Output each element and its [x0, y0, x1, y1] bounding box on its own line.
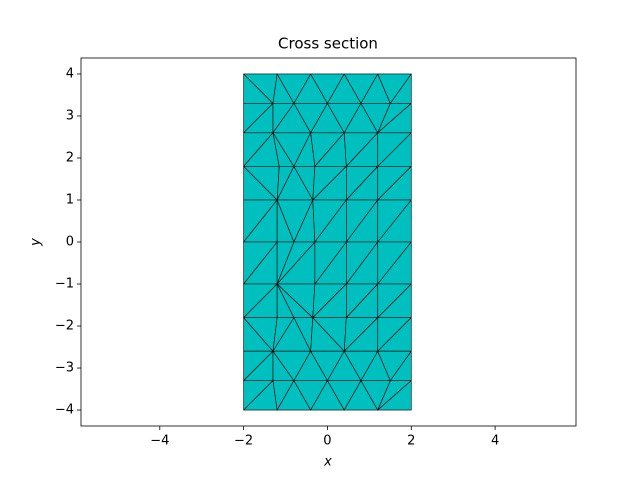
y-tick-label: −1	[55, 277, 74, 292]
y-tick-label: 0	[66, 235, 74, 250]
y-tick-label: 4	[66, 66, 74, 81]
x-axis-label: x	[323, 455, 332, 470]
x-tick-label: 0	[323, 434, 331, 449]
x-tick-label: 4	[491, 434, 499, 449]
y-tick-label: −3	[55, 361, 74, 376]
y-axis-label: y	[29, 238, 44, 247]
y-tick-label: −2	[55, 319, 74, 334]
x-tick-label: 2	[407, 434, 415, 449]
y-tick-label: 1	[66, 192, 74, 207]
y-tick-label: 2	[66, 150, 74, 165]
x-tick-label: −2	[234, 434, 253, 449]
y-tick-label: 3	[66, 108, 74, 123]
mesh-triangle	[377, 380, 412, 411]
chart-title: Cross section	[278, 35, 378, 53]
x-tick-label: −4	[150, 434, 169, 449]
y-tick-label: −4	[55, 403, 74, 418]
